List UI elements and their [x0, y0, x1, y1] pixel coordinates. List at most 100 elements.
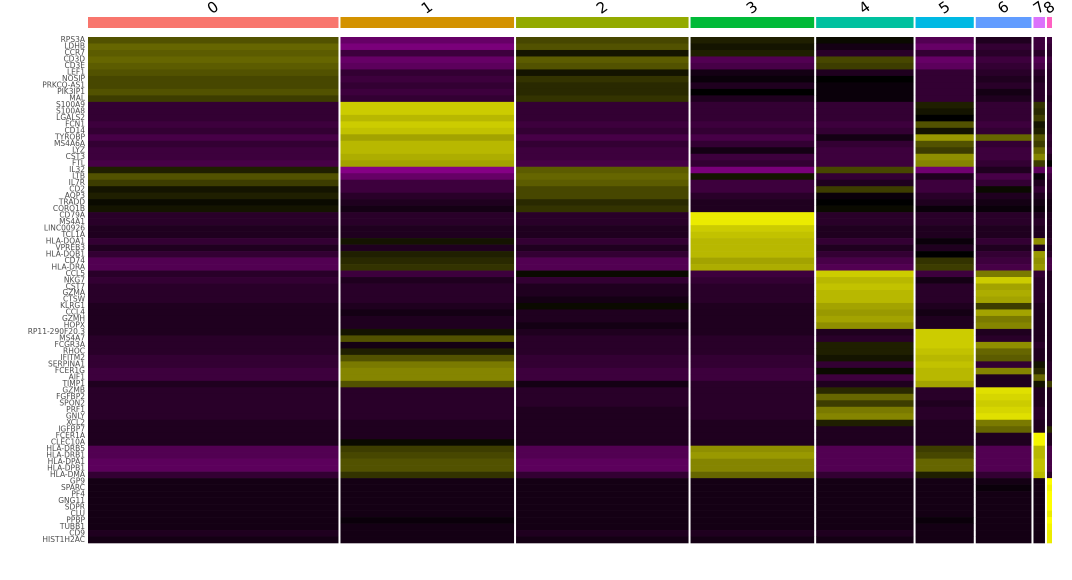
cluster-bar	[816, 17, 914, 28]
heat-cell	[915, 199, 974, 206]
gene-label: LINC00926	[44, 223, 85, 232]
heat-cell	[915, 478, 974, 485]
heat-cell	[340, 179, 515, 187]
gene-label: CD3E	[64, 61, 85, 70]
heat-cell	[516, 536, 689, 544]
heat-cell	[816, 173, 914, 181]
heat-cell	[816, 328, 914, 336]
heat-cell	[1033, 108, 1045, 116]
heat-cell	[1033, 465, 1045, 472]
heat-cell	[690, 127, 815, 135]
heat-cell	[975, 380, 1032, 388]
heat-cell	[915, 458, 974, 466]
heat-cell	[915, 186, 974, 193]
heat-cell	[690, 186, 815, 193]
gene-label: FCGR3A	[55, 340, 86, 349]
heat-cell	[516, 413, 689, 421]
heat-cell	[1046, 523, 1052, 531]
heat-cell	[690, 101, 815, 109]
heat-cell	[915, 517, 974, 524]
heat-cell	[1046, 452, 1052, 459]
gene-label: MS4A7	[59, 334, 85, 343]
heat-cell	[1046, 413, 1052, 421]
heat-cell	[975, 452, 1032, 459]
heat-cell	[915, 439, 974, 446]
heat-cell	[1046, 75, 1052, 83]
heat-cell	[1046, 335, 1052, 343]
heat-cell	[816, 225, 914, 232]
heat-cell	[915, 367, 974, 375]
heat-cell	[88, 82, 339, 90]
heat-cell	[816, 56, 914, 64]
heat-cell	[1033, 121, 1045, 129]
heat-cell	[690, 322, 815, 330]
heat-cell	[975, 179, 1032, 187]
heat-cell	[975, 517, 1032, 524]
heat-cell	[1033, 186, 1045, 193]
heat-cell	[816, 140, 914, 148]
heat-cell	[1046, 95, 1052, 103]
gene-label: HLA-DPA1	[48, 457, 86, 466]
heat-cell	[975, 264, 1032, 271]
heat-cell	[816, 374, 914, 382]
heat-cell	[516, 140, 689, 148]
heat-cell	[915, 497, 974, 505]
heat-cell	[516, 69, 689, 77]
heat-cell	[88, 413, 339, 421]
heat-cell	[816, 354, 914, 362]
heat-cell	[816, 153, 914, 161]
heat-cell	[915, 400, 974, 408]
gene-label: CD74	[64, 256, 85, 265]
cluster-label: 2	[593, 0, 611, 18]
heat-cell	[1033, 270, 1045, 278]
heat-cell	[88, 192, 339, 200]
heat-cell	[88, 367, 339, 375]
heat-cell	[816, 380, 914, 388]
heat-cell	[915, 108, 974, 116]
heat-cell	[816, 283, 914, 291]
heat-cell	[516, 62, 689, 70]
heat-cell	[1033, 393, 1045, 401]
heat-cell	[975, 328, 1032, 336]
heat-cell	[915, 257, 974, 265]
heat-cell	[1033, 218, 1045, 226]
heat-cell	[88, 153, 339, 161]
heat-cell	[975, 296, 1032, 304]
heat-cell	[1046, 238, 1052, 245]
heat-cell	[816, 192, 914, 200]
heat-cell	[690, 380, 815, 388]
heat-cell	[1033, 160, 1045, 168]
gene-label: CD3D	[63, 55, 85, 64]
heat-cell	[690, 510, 815, 518]
heat-cell	[816, 160, 914, 168]
heat-cell	[1046, 432, 1052, 440]
heat-cell	[340, 471, 515, 479]
gene-label: TRADD	[58, 197, 85, 206]
heat-cell	[88, 62, 339, 70]
heat-cell	[516, 491, 689, 498]
heat-cell	[1033, 413, 1045, 421]
heat-cell	[1033, 264, 1045, 271]
heat-cell	[690, 88, 815, 96]
heat-cell	[915, 290, 974, 297]
heat-cell	[1046, 302, 1052, 310]
heat-cell	[1033, 517, 1045, 524]
heat-cell	[516, 88, 689, 96]
heat-cell	[915, 484, 974, 492]
heat-cell	[88, 257, 339, 265]
heat-cell	[690, 199, 815, 206]
gene-label: IGFBP7	[58, 424, 85, 433]
heat-cell	[1046, 458, 1052, 466]
heat-cell	[340, 69, 515, 77]
heat-cell	[516, 432, 689, 440]
heat-cell	[340, 374, 515, 382]
heat-cell	[915, 127, 974, 135]
heat-cell	[690, 270, 815, 278]
heat-cell	[340, 348, 515, 356]
gene-label: CCR7	[65, 48, 86, 57]
heat-cell	[975, 212, 1032, 219]
heat-cell	[516, 114, 689, 122]
heat-cell	[690, 309, 815, 317]
heat-cell	[1033, 523, 1045, 531]
heat-cell	[340, 186, 515, 193]
